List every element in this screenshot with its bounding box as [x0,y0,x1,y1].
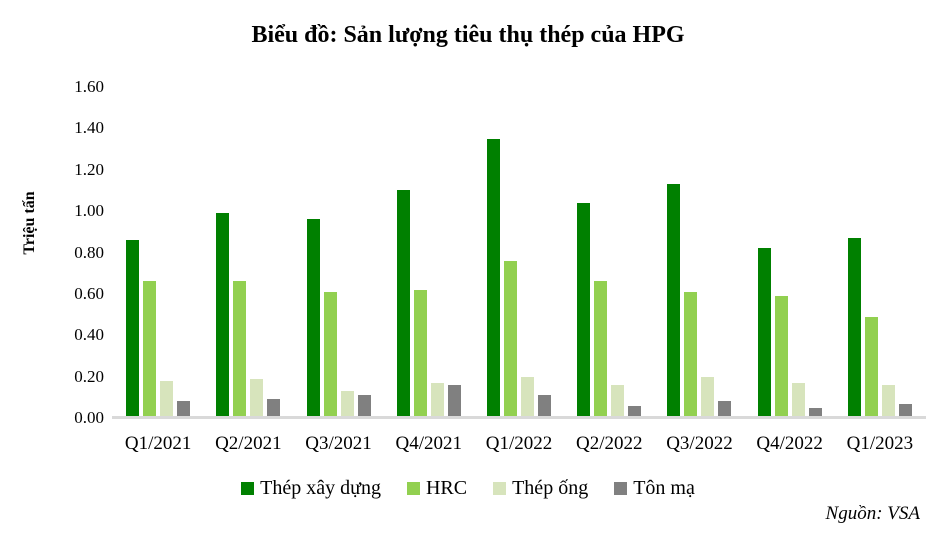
legend-swatch-icon [614,482,628,495]
bar-tôn-mạ-Q2-2021 [267,399,281,418]
plot-area [113,87,925,418]
y-tick-label: 1.60 [74,77,104,96]
bar-thép-ống-Q4-2022 [791,382,805,418]
bar-thép-xây-dựng-Q2-2022 [577,202,591,418]
chart-title: Biểu đồ: Sản lượng tiêu thụ thép của HPG [251,22,685,48]
x-tick-label: Q3/2021 [305,433,372,454]
legend-item-hrc: HRC [406,477,468,500]
bar-tôn-mạ-Q4-2021 [447,384,461,418]
y-tick-label: 0.40 [74,325,104,345]
x-tick-label: Q2/2022 [575,433,643,454]
bar-thép-ống-Q1-2022 [521,376,534,418]
y-tick-label: 1.40 [74,118,104,138]
bar-tôn-mạ-Q3-2022 [718,401,732,418]
bar-hrc-Q1-2021 [143,281,157,418]
bar-thép-ống-Q1-2021 [160,380,174,418]
bar-thép-ống-Q2-2022 [611,384,625,418]
legend-label: Tôn mạ [633,477,695,499]
bar-thép-ống-Q3-2022 [701,376,715,418]
bar-hrc-Q4-2022 [774,295,788,418]
legend-swatch-icon [493,482,507,495]
x-tick-label: Q1/2021 [124,433,192,454]
bar-thép-xây-dựng-Q4-2022 [757,248,771,418]
bar-thép-xây-dựng-Q2-2021 [216,213,230,418]
x-tick-label: Q3/2022 [666,433,733,454]
bar-tôn-mạ-Q1-2021 [177,401,191,418]
x-tick-label: Q1/2022 [485,433,553,454]
x-axis-line [112,416,926,419]
legend-item-thép-xây-dựng: Thép xây dựng [241,477,381,500]
bar-hrc-Q3-2022 [684,291,698,418]
bar-hrc-Q2-2021 [233,281,247,418]
y-tick-label: 0.00 [74,408,104,427]
y-tick-label: 0.20 [74,366,104,386]
y-axis-title: Triệu tấn [21,191,38,255]
bar-hrc-Q1-2022 [504,260,517,418]
bar-thép-ống-Q4-2021 [430,382,444,418]
bar-hrc-Q4-2021 [413,289,427,418]
x-tick-label: Q4/2021 [395,433,463,454]
bar-thép-xây-dựng-Q1-2021 [126,240,140,418]
y-tick-label: 1.00 [74,201,104,221]
legend-label: HRC [425,477,468,499]
legend-item-thép-ống: Thép ống [493,477,588,500]
bar-hrc-Q1-2023 [864,316,878,418]
bar-thép-ống-Q1-2023 [881,384,895,418]
bar-thép-xây-dựng-Q3-2022 [667,184,681,418]
bar-thép-ống-Q3-2021 [340,391,354,418]
y-tick-label: 1.20 [74,159,104,179]
legend-swatch-icon [241,482,255,495]
bar-thép-xây-dựng-Q3-2021 [306,219,320,418]
bar-thép-xây-dựng-Q4-2021 [396,190,410,418]
legend-label: Thép ống [512,477,589,499]
legend-item-tôn-mạ: Tôn mạ [614,477,695,500]
legend-swatch-icon [406,482,420,495]
bar-tôn-mạ-Q2-2022 [628,405,642,418]
bar-thép-xây-dựng-Q1-2022 [487,138,500,418]
bar-hrc-Q3-2021 [323,291,337,418]
source-note: Nguồn: VSA [825,503,920,524]
x-tick-label: Q1/2023 [846,433,914,454]
y-tick-label: 0.80 [74,242,104,262]
bar-hrc-Q2-2022 [594,281,608,418]
legend: Thép xây dựng HRC Thép ống Tôn mạ [0,477,936,500]
y-tick-label: 0.60 [74,283,104,303]
bar-tôn-mạ-Q1-2022 [538,395,551,418]
bar-tôn-mạ-Q4-2022 [808,407,822,418]
bar-tôn-mạ-Q1-2023 [898,403,912,418]
legend-label: Thép xây dựng [260,477,381,499]
bar-thép-ống-Q2-2021 [250,378,264,418]
x-tick-label: Q2/2021 [215,433,282,454]
x-tick-label: Q4/2022 [756,433,823,454]
bar-tôn-mạ-Q3-2021 [357,395,371,418]
bar-thép-xây-dựng-Q1-2023 [847,238,861,418]
